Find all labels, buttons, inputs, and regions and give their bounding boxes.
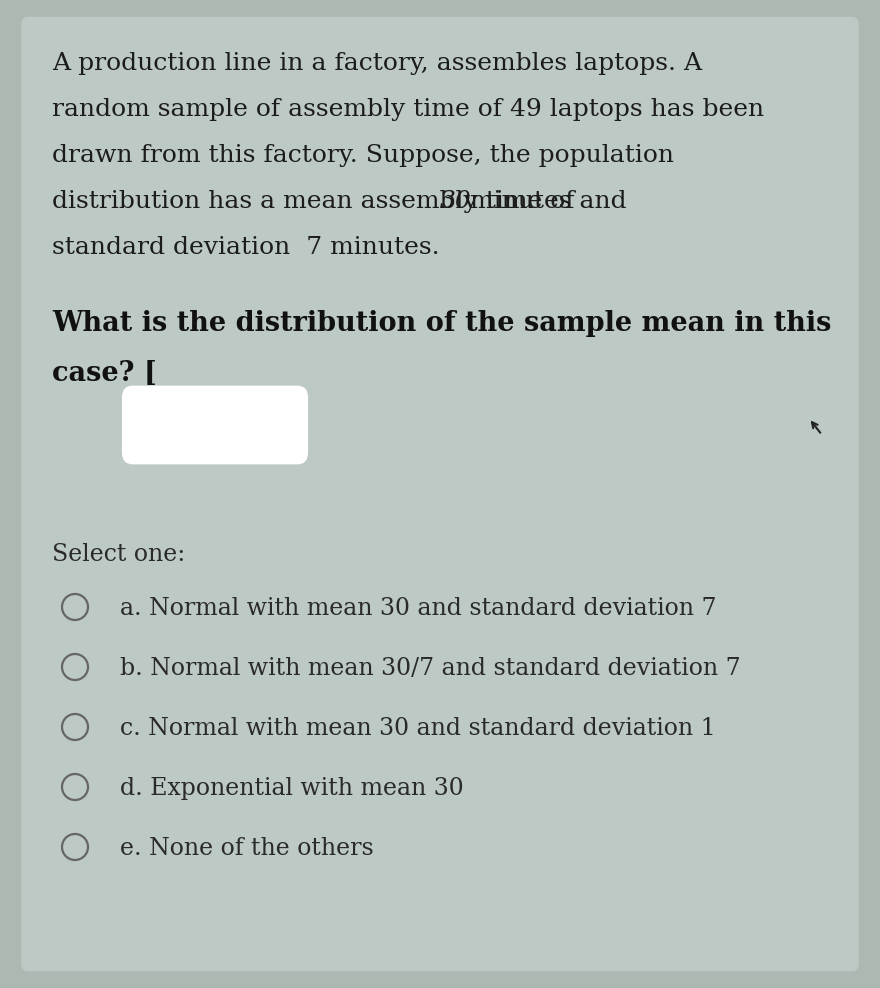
Text: A production line in a factory, assembles laptops. A: A production line in a factory, assemble…: [52, 52, 702, 75]
Text: standard deviation  7 minutes.: standard deviation 7 minutes.: [52, 236, 440, 259]
Text: minutes and: minutes and: [462, 190, 627, 213]
Text: What is the distribution of the sample mean in this: What is the distribution of the sample m…: [52, 310, 832, 337]
FancyBboxPatch shape: [21, 17, 859, 971]
Text: Select one:: Select one:: [52, 543, 186, 566]
Text: e. None of the others: e. None of the others: [120, 837, 374, 860]
Text: random sample of assembly time of 49 laptops has been: random sample of assembly time of 49 lap…: [52, 98, 764, 121]
Text: 30: 30: [440, 190, 472, 213]
Text: case? [: case? [: [52, 360, 157, 387]
FancyBboxPatch shape: [122, 385, 308, 464]
Text: b. Normal with mean 30/7 and standard deviation 7: b. Normal with mean 30/7 and standard de…: [120, 657, 741, 680]
Text: c. Normal with mean 30 and standard deviation 1: c. Normal with mean 30 and standard devi…: [120, 717, 715, 740]
Text: d. Exponential with mean 30: d. Exponential with mean 30: [120, 777, 464, 800]
Text: drawn from this factory. Suppose, the population: drawn from this factory. Suppose, the po…: [52, 144, 674, 167]
Text: distribution has a mean assembly time of: distribution has a mean assembly time of: [52, 190, 583, 213]
Text: a. Normal with mean 30 and standard deviation 7: a. Normal with mean 30 and standard devi…: [120, 597, 716, 620]
